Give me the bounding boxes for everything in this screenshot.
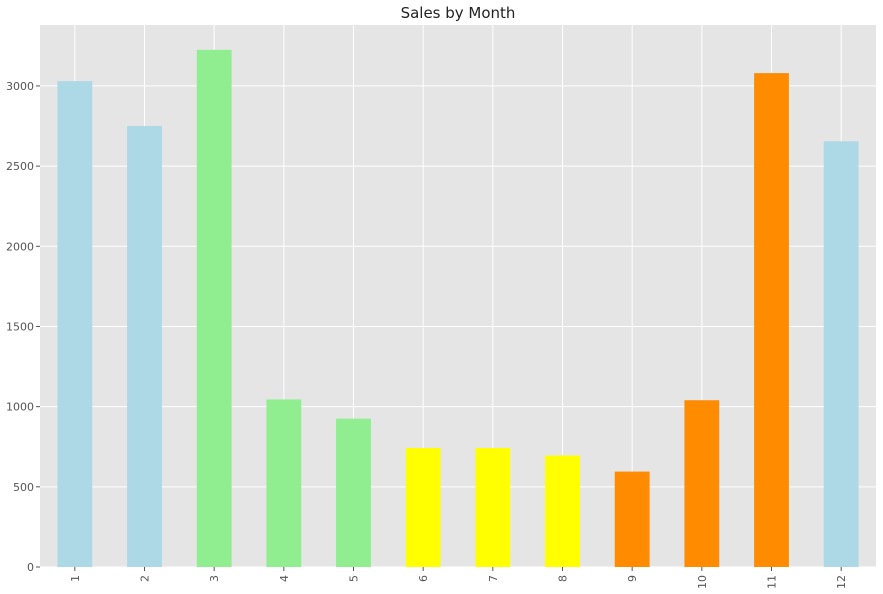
x-tick-label-10: 10 xyxy=(696,575,709,589)
y-tick-label-3: 1500 xyxy=(6,320,34,333)
x-tick-label-12: 12 xyxy=(835,575,848,589)
bar-month-7 xyxy=(475,448,511,567)
y-tick-label-2: 1000 xyxy=(6,401,34,414)
x-tick-label-2: 2 xyxy=(139,575,152,582)
plot-background xyxy=(40,25,876,567)
bars xyxy=(57,49,859,568)
bar-month-8 xyxy=(545,455,580,567)
y-tick-label-5: 2500 xyxy=(6,160,34,173)
bar-month-10 xyxy=(684,400,720,567)
x-tick-label-5: 5 xyxy=(348,575,361,582)
bar-month-6 xyxy=(405,448,441,567)
bar-month-4 xyxy=(266,399,302,567)
y-tick-label-0: 0 xyxy=(27,561,34,574)
x-tick-label-4: 4 xyxy=(278,575,291,582)
chart-title: Sales by Month xyxy=(401,4,516,22)
x-tick-label-9: 9 xyxy=(626,575,639,582)
y-axis-ticks: 0 500 1000 1500 2000 2500 3000 xyxy=(6,80,40,574)
x-tick-label-11: 11 xyxy=(766,575,779,589)
bar-month-1 xyxy=(57,81,93,567)
x-tick-label-6: 6 xyxy=(417,575,430,582)
x-axis-ticks: 1 2 3 4 5 6 7 8 9 10 11 12 xyxy=(69,567,848,589)
bar-month-11 xyxy=(754,73,789,567)
y-tick-label-4: 2000 xyxy=(6,240,34,253)
y-tick-label-6: 3000 xyxy=(6,80,34,93)
x-tick-label-3: 3 xyxy=(208,575,221,582)
bar-month-2 xyxy=(127,126,162,567)
y-tick-label-1: 500 xyxy=(13,481,34,494)
x-tick-label-1: 1 xyxy=(69,575,82,582)
bar-month-5 xyxy=(336,418,371,567)
bar-month-12 xyxy=(823,141,859,568)
bar-month-3 xyxy=(196,49,232,567)
bar-month-9 xyxy=(614,471,650,567)
x-tick-label-7: 7 xyxy=(487,575,500,582)
x-tick-label-8: 8 xyxy=(557,575,570,582)
